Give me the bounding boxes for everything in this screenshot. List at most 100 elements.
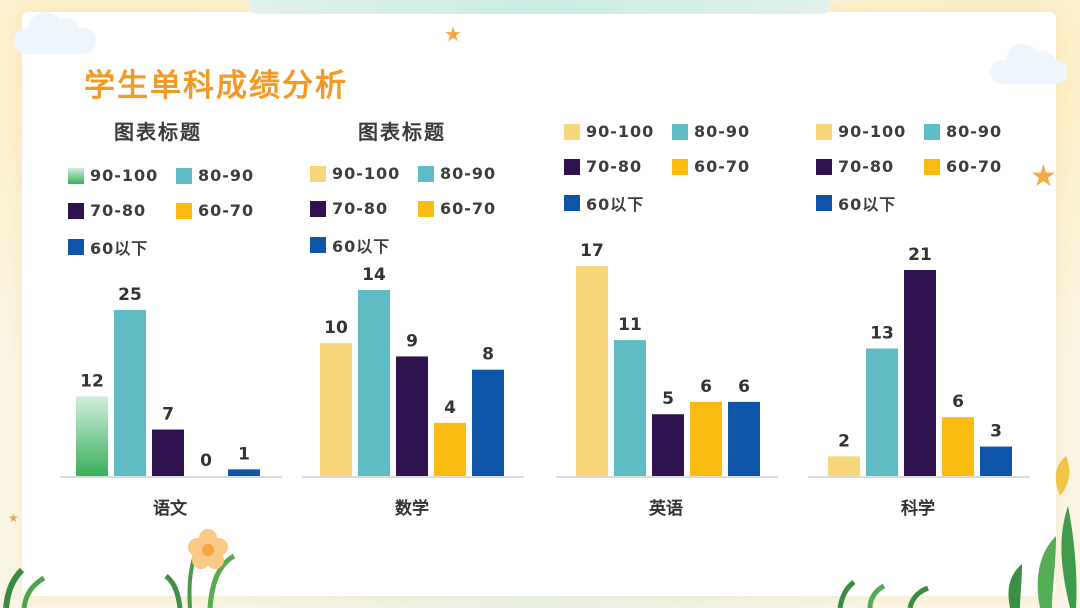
slide-card [22,12,1056,596]
data-label: 6 [738,377,750,397]
legend-swatch [310,165,326,182]
data-label: 14 [362,265,386,285]
data-label: 5 [662,389,674,409]
legend-swatch [68,202,84,219]
grass-icon [3,567,46,608]
legend-swatch [176,167,192,184]
category-label: 英语 [649,499,683,519]
legend-item: 80-90 [672,122,750,141]
category-label: 数学 [395,499,429,519]
legend-label: 60以下 [90,239,149,258]
top-decor-band [250,0,830,14]
legend-swatch [672,123,688,140]
bar-70-80 [904,270,936,476]
star-icon: ★ [444,22,462,46]
legend-swatch [816,195,832,211]
chart-title: 图表标题 [114,120,202,144]
leaf-plant-icon [1008,456,1077,608]
chart-panel-2: 图表标题 90-100 80-90 70-80 60-70 60以下 10 14 9 4 8 数学 [302,108,552,528]
legend-label: 70-80 [838,157,895,176]
legend-swatch [310,237,326,253]
chart-panel-3: 90-100 80-90 70-80 60-70 60以下 17 11 5 6 6 英语 [556,108,806,528]
legend-item: 60-70 [672,157,750,176]
data-label: 9 [406,331,418,351]
page-title: 学生单科成绩分析 [84,68,348,104]
legend-item: 60以下 [68,235,148,259]
legend-item: 60以下 [310,233,390,257]
bar-plot: 10 14 9 4 8 [302,265,524,478]
legend-label: 90-100 [586,122,655,141]
bar-80-90 [614,340,646,476]
bar-plot: 12 25 7 0 1 [60,285,282,478]
legend-item: 70-80 [310,199,388,218]
legend-item: 90-100 [68,166,158,185]
legend-swatch [924,123,940,140]
category-label: 语文 [153,499,187,519]
legend-swatch [816,158,832,175]
legend-item: 70-80 [564,157,642,176]
legend-swatch [564,158,580,175]
legend-item: 60以下 [564,191,644,215]
bar-70-80 [396,356,428,476]
legend-swatch [672,158,688,175]
bar-70-80 [152,429,184,476]
bar-60-70 [690,401,722,476]
bar-60以下 [472,369,504,476]
legend-swatch [418,200,434,217]
bar-90-100 [828,456,860,476]
legend-label: 60-70 [198,201,255,220]
data-label: 8 [482,345,494,365]
chart-panel-1: 图表标题 90-100 80-90 70-80 60-70 60以下 12 25 7 0 1 语文 [60,108,310,528]
flower-plant-icon [164,529,236,608]
legend-item: 80-90 [418,164,496,183]
data-label: 2 [838,431,850,451]
chart-panel-4: 90-100 80-90 70-80 60-70 60以下 2 13 21 6 3 科学 [808,108,1058,528]
data-label: 25 [118,285,142,305]
data-label: 6 [952,392,964,412]
legend-label: 90-100 [90,166,159,185]
data-label: 11 [618,315,642,335]
bar-60以下 [228,469,260,476]
legend-item: 90-100 [564,122,654,141]
legend-label: 70-80 [90,201,147,220]
category-label: 科学 [901,499,935,519]
legend-label: 70-80 [332,199,389,218]
cloud-icon [14,12,96,54]
bar-60以下 [980,446,1012,476]
legend-item: 80-90 [176,166,254,185]
bar-90-100 [320,343,352,476]
bar-70-80 [652,414,684,476]
legend-label: 80-90 [694,122,751,141]
legend-label: 60-70 [440,199,497,218]
legend-label: 60-70 [946,157,1003,176]
legend-swatch [564,195,580,211]
legend-label: 80-90 [946,122,1003,141]
bar-plot: 17 11 5 6 6 [556,241,778,478]
data-label: 4 [444,398,456,418]
legend-label: 60以下 [586,195,645,214]
star-icon: ★ [8,511,19,525]
bar-60-70 [434,422,466,476]
legend-label: 60以下 [332,237,391,256]
data-label: 10 [324,318,348,338]
data-label: 3 [990,422,1002,442]
bar-80-90 [866,348,898,476]
bar-60-70 [942,417,974,476]
legend-swatch [418,165,434,182]
bar-60以下 [728,401,760,476]
bar-90-100 [76,396,108,476]
legend-swatch [924,158,940,175]
legend-swatch [176,202,192,219]
chart-title: 图表标题 [358,120,446,144]
legend-item: 80-90 [924,122,1002,141]
legend-swatch [816,123,832,140]
data-label: 1 [238,444,250,464]
legend-label: 90-100 [332,164,401,183]
legend-item: 90-100 [310,164,400,183]
legend-swatch [68,167,84,184]
legend-item: 60-70 [176,201,254,220]
data-label: 13 [870,323,894,343]
legend-swatch [310,200,326,217]
legend-item: 70-80 [816,157,894,176]
legend-item: 70-80 [68,201,146,220]
